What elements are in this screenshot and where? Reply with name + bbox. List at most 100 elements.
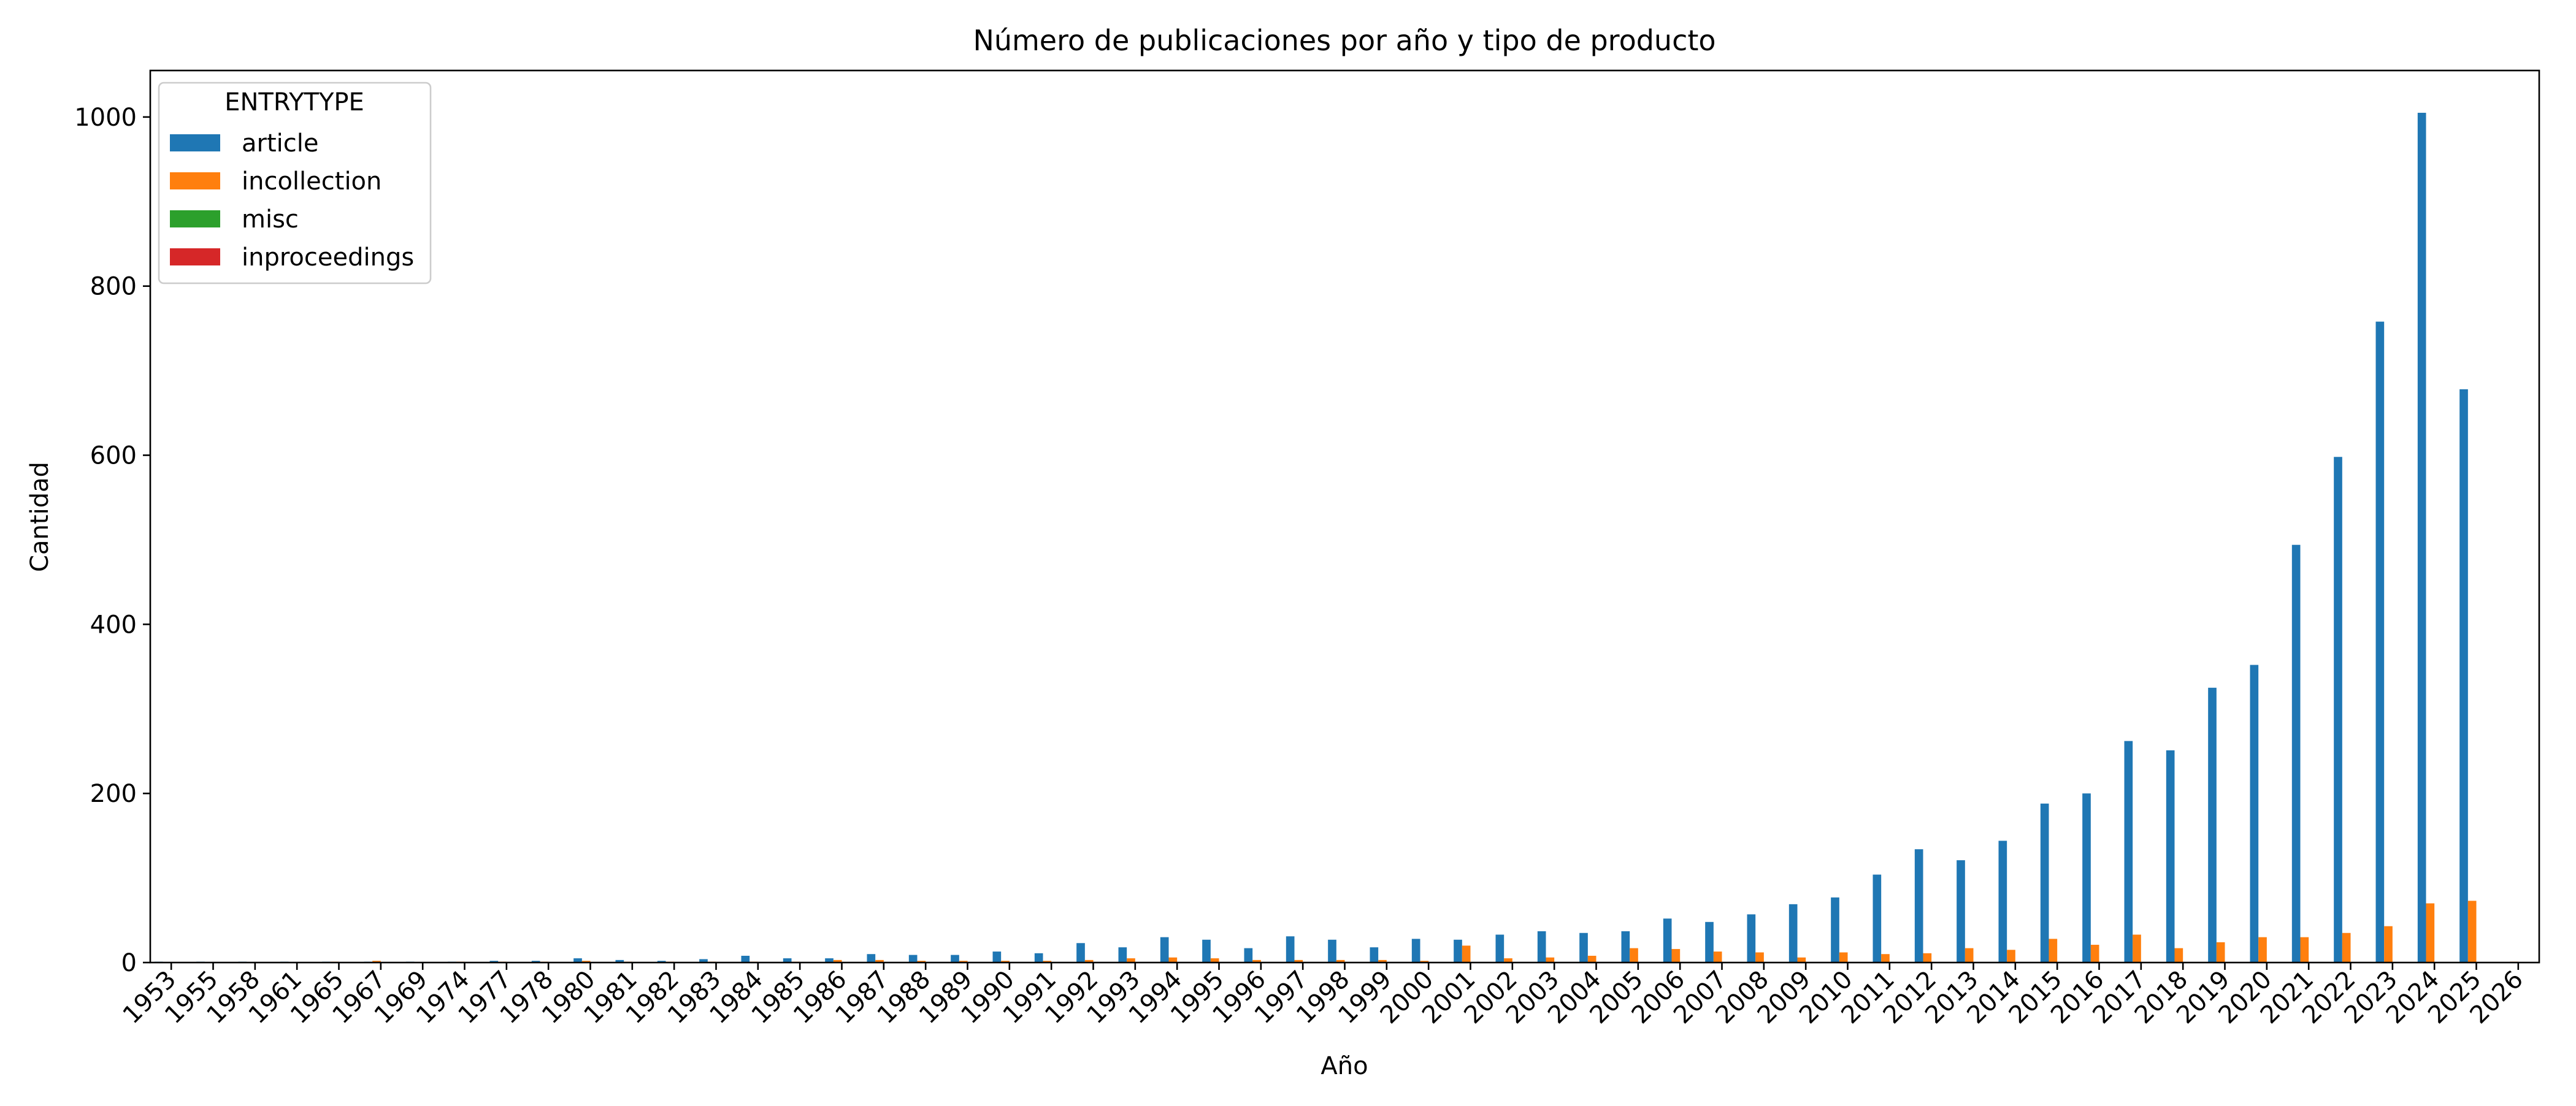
- bar-article-2020: [2250, 665, 2259, 963]
- bar-article-1986: [825, 958, 834, 963]
- y-tick-label: 400: [90, 611, 137, 639]
- bar-article-1981: [615, 959, 624, 963]
- bar-article-1987: [867, 954, 876, 963]
- x-axis: 1953195519581961196519671969197419771978…: [118, 963, 2529, 1029]
- bar-incollection-1992: [1084, 959, 1094, 963]
- bar-article-1978: [531, 961, 540, 963]
- bars-layer: [154, 112, 2518, 963]
- bar-article-1992: [1076, 943, 1085, 963]
- legend-label-misc: misc: [242, 205, 299, 234]
- legend-title: ENTRYTYPE: [224, 88, 364, 116]
- bar-article-2024: [2417, 112, 2426, 963]
- bar-article-1980: [573, 958, 582, 963]
- legend-label-article: article: [242, 129, 318, 158]
- bar-incollection-2002: [1504, 958, 1512, 963]
- bar-article-2013: [1957, 860, 1965, 963]
- bar-incollection-1999: [1378, 959, 1387, 963]
- bar-incollection-2001: [1462, 945, 1471, 963]
- bar-incollection-2007: [1713, 952, 1722, 963]
- bar-article-1985: [783, 958, 792, 963]
- bar-article-1993: [1118, 947, 1127, 963]
- bar-incollection-2019: [2216, 942, 2225, 963]
- bar-incollection-2022: [2342, 932, 2351, 963]
- bar-article-2008: [1747, 914, 1756, 963]
- bar-incollection-2025: [2467, 901, 2477, 963]
- bar-article-2021: [2291, 544, 2301, 963]
- bar-incollection-1991: [1043, 961, 1052, 963]
- y-tick-label: 800: [90, 273, 137, 301]
- bar-incollection-2005: [1630, 948, 1638, 963]
- y-axis-label: Cantidad: [26, 462, 54, 572]
- y-axis: 0 200 400 600 800 1000: [74, 104, 150, 977]
- legend-label-inproceedings: inproceedings: [242, 243, 414, 272]
- plot-frame: [149, 69, 2540, 964]
- bar-article-1997: [1286, 936, 1295, 963]
- bar-article-1999: [1370, 947, 1379, 963]
- bar-incollection-1987: [875, 959, 884, 963]
- bar-article-1984: [741, 955, 750, 963]
- bar-incollection-2016: [2090, 945, 2099, 963]
- bar-incollection-1993: [1127, 958, 1135, 963]
- bar-article-2004: [1579, 932, 1588, 963]
- bar-article-2017: [2124, 741, 2133, 963]
- bar-article-2018: [2166, 750, 2175, 963]
- bar-incollection-1967: [372, 961, 381, 963]
- bar-article-2003: [1537, 931, 1546, 963]
- legend-box: [158, 82, 432, 284]
- bar-incollection-2017: [2133, 934, 2141, 963]
- bar-article-2007: [1705, 921, 1714, 963]
- y-tick-label: 200: [90, 780, 137, 808]
- legend-swatch-misc: [170, 210, 220, 227]
- bar-incollection-2024: [2426, 903, 2435, 963]
- bar-article-1991: [1034, 953, 1043, 963]
- bar-article-2001: [1454, 939, 1462, 963]
- x-axis-label: Año: [1321, 1052, 1368, 1080]
- legend-label-incollection: incollection: [242, 167, 381, 196]
- bar-article-2006: [1663, 918, 1672, 963]
- bar-incollection-2018: [2174, 948, 2183, 963]
- bar-article-1977: [489, 961, 499, 963]
- legend: ENTRYTYPE article incollection misc inproce…: [158, 82, 432, 284]
- bar-incollection-2008: [1755, 952, 1764, 963]
- bar-article-2011: [1873, 874, 1882, 963]
- bar-incollection-2013: [1965, 948, 1974, 963]
- legend-swatch-incollection: [170, 172, 220, 189]
- bar-article-2022: [2334, 457, 2342, 963]
- bar-incollection-1990: [1001, 961, 1010, 963]
- legend-items: article incollection misc inproceedings: [170, 129, 414, 272]
- bar-incollection-1986: [833, 959, 842, 963]
- bar-article-2019: [2208, 687, 2217, 963]
- bar-article-2002: [1495, 934, 1505, 963]
- bar-incollection-1997: [1294, 959, 1303, 963]
- bar-incollection-1995: [1210, 958, 1219, 963]
- bar-article-1982: [657, 961, 666, 963]
- bar-article-1988: [908, 955, 918, 963]
- y-tick-label: 600: [90, 442, 137, 470]
- bar-incollection-2011: [1881, 954, 1890, 963]
- legend-swatch-article: [170, 134, 220, 151]
- bar-incollection-2023: [2384, 926, 2393, 963]
- bar-incollection-2004: [1587, 955, 1597, 963]
- bar-article-1983: [699, 959, 708, 963]
- y-tick-label: 0: [121, 949, 137, 977]
- bar-incollection-1980: [581, 961, 591, 963]
- bar-incollection-2000: [1420, 961, 1429, 963]
- chart-title: Número de publicaciones por año y tipo d…: [973, 24, 1715, 57]
- bar-incollection-2006: [1671, 948, 1681, 963]
- bar-incollection-2003: [1546, 957, 1555, 963]
- y-tick-label: 1000: [74, 104, 137, 132]
- bar-article-2014: [1998, 841, 2007, 963]
- bar-incollection-2015: [2049, 939, 2058, 963]
- bar-incollection-2020: [2258, 937, 2267, 963]
- bar-article-2005: [1621, 931, 1630, 963]
- bar-article-2000: [1411, 939, 1420, 963]
- bar-article-2010: [1831, 897, 1839, 963]
- bar-article-1998: [1328, 939, 1336, 963]
- bar-article-2012: [1914, 849, 1923, 963]
- bar-incollection-1996: [1252, 959, 1261, 963]
- bar-incollection-2014: [2007, 950, 2015, 963]
- bar-incollection-2009: [1797, 957, 1806, 963]
- bar-article-1994: [1160, 937, 1169, 963]
